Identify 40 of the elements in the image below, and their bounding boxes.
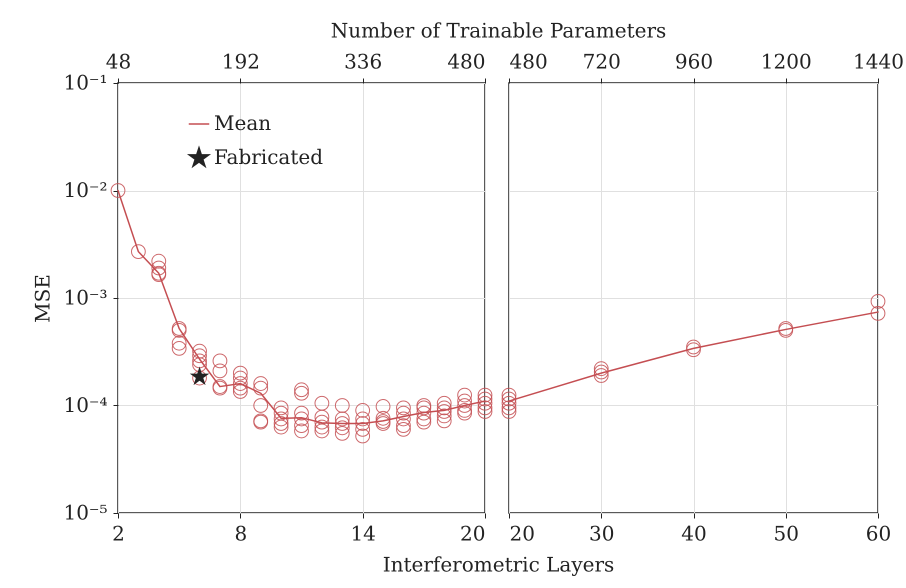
point — [870, 306, 886, 321]
x2-tick-label: 1200 — [760, 50, 812, 74]
x2-tick-label: 192 — [222, 50, 260, 74]
x-tick-label: 20 — [460, 522, 486, 546]
point — [502, 404, 516, 419]
point — [594, 368, 609, 383]
y-tick-label: 10⁻⁵ — [63, 500, 108, 524]
point — [502, 400, 516, 416]
x-tick-label: 14 — [350, 522, 376, 546]
point — [686, 340, 701, 354]
point — [686, 342, 701, 358]
point — [502, 392, 516, 406]
x-tick-label: 2 — [112, 522, 125, 546]
x2-tick-label: 960 — [674, 50, 714, 74]
x-tick-label: 60 — [866, 522, 892, 546]
point — [502, 396, 516, 411]
point — [502, 388, 516, 402]
x2-tick-label: 720 — [582, 50, 621, 74]
y-tick-label: 10⁻² — [63, 178, 108, 202]
point — [870, 294, 886, 309]
y-tick-label: 10⁻⁴ — [63, 393, 108, 417]
x-tick-label: 8 — [234, 522, 248, 546]
legend-label: Mean — [214, 111, 272, 135]
x2-tick-label: 1440 — [853, 50, 904, 74]
x-tick-label: 20 — [510, 522, 535, 546]
point — [594, 361, 609, 376]
x-tick-label: 50 — [774, 522, 799, 546]
x-tick-label: 30 — [589, 522, 614, 546]
y-tick-label: 10⁻³ — [63, 286, 108, 310]
x2-tick-label: 480 — [510, 50, 548, 74]
x2-axis-title: Number of Trainable Parameters — [330, 18, 666, 42]
x-tick-label: 40 — [681, 522, 707, 546]
y-axis-title: MSE — [30, 274, 54, 323]
x2-tick-label: 336 — [344, 50, 382, 74]
x2-tick-label: 480 — [447, 50, 486, 74]
x-axis-title: Interferometric Layers — [382, 552, 614, 576]
legend-label: Fabricated — [214, 145, 324, 169]
x2-tick-label: 48 — [106, 50, 132, 74]
y-tick-label: 10⁻¹ — [63, 70, 108, 94]
point — [594, 364, 609, 380]
